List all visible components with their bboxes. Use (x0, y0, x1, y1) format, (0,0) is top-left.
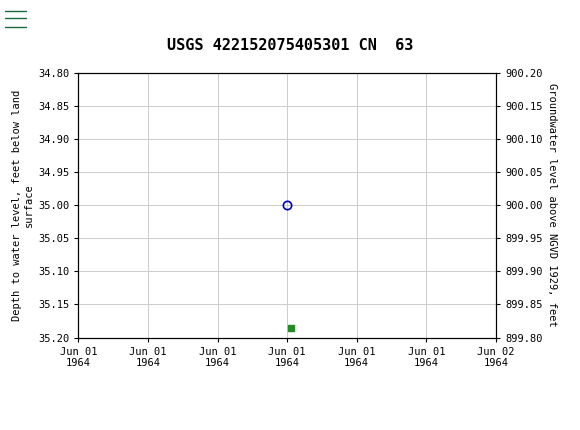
Y-axis label: Groundwater level above NGVD 1929, feet: Groundwater level above NGVD 1929, feet (546, 83, 557, 327)
Bar (3, 2, 107, 39)
Y-axis label: Depth to water level, feet below land
surface: Depth to water level, feet below land su… (12, 90, 34, 321)
Text: USGS 422152075405301 CN  63: USGS 422152075405301 CN 63 (167, 38, 413, 52)
Text: USGS: USGS (32, 13, 79, 28)
Legend: Period of approved data: Period of approved data (181, 426, 393, 430)
